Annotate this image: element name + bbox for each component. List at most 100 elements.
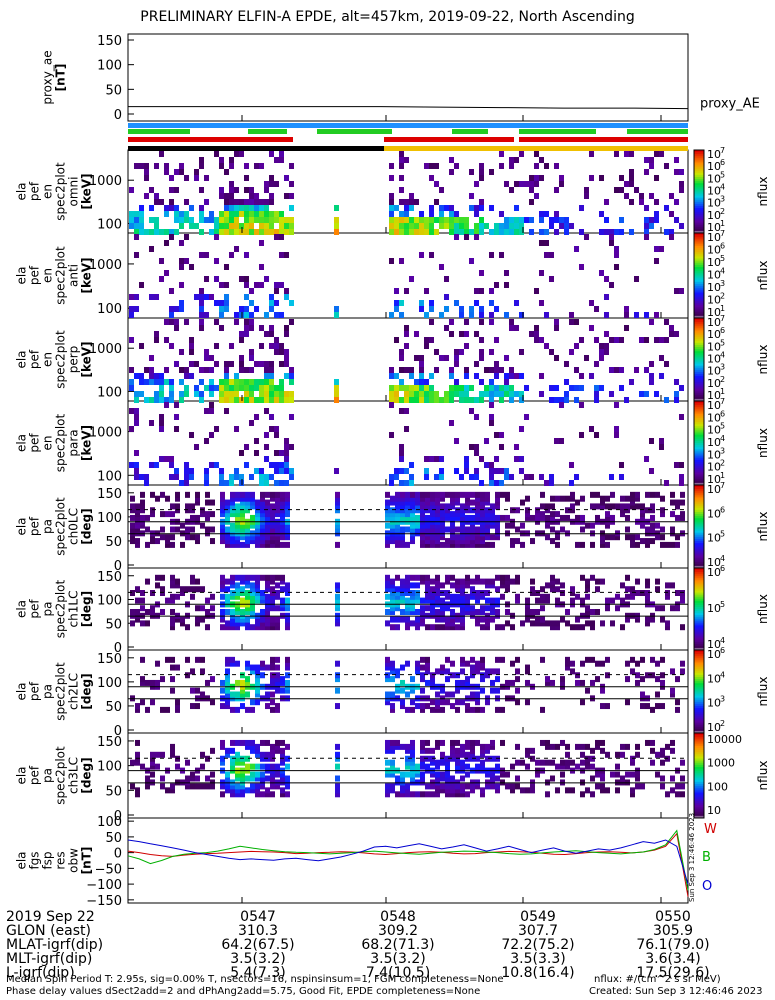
pitch-cell	[495, 687, 500, 694]
pitch-cell	[130, 495, 135, 502]
pitch-cell	[135, 616, 140, 623]
pitch-cell	[420, 763, 425, 770]
spectrogram-cell	[219, 211, 224, 217]
pitch-cell	[135, 586, 140, 593]
colorbar-tick-label: 10	[707, 424, 721, 437]
pitch-cell	[495, 597, 500, 604]
spectrogram-cell	[609, 337, 614, 343]
spectrogram-cell	[184, 211, 189, 217]
spectrogram-cell	[179, 379, 184, 385]
pitch-cell	[220, 593, 225, 600]
pitch-cell	[445, 620, 450, 627]
pitch-cell	[240, 620, 245, 627]
colorbar-tick-label: 10	[707, 340, 721, 353]
spectrogram-cell	[159, 229, 164, 235]
pitch-cell	[520, 499, 525, 506]
pitch-cell	[225, 747, 230, 754]
spectrogram-cell	[654, 258, 659, 264]
spectrogram-cell	[544, 480, 549, 486]
colorbar-swatch	[694, 461, 704, 465]
pitch-cell	[145, 706, 150, 713]
pitch-cell	[140, 699, 145, 706]
pitch-cells	[130, 739, 685, 798]
pitch-cell	[170, 582, 175, 589]
pitch-cell	[430, 522, 435, 529]
colorbar-label: nflux	[756, 345, 770, 375]
spectrogram-cell	[544, 240, 549, 246]
spectrogram-cell	[239, 199, 244, 205]
pitch-cell	[680, 597, 685, 604]
spectrogram-cell	[414, 355, 419, 361]
pitch-cell	[480, 499, 485, 506]
y-tick-label: 100	[97, 59, 122, 74]
spectrogram-cell	[509, 217, 514, 223]
spectrogram-cell	[144, 229, 149, 235]
spectrogram-cell	[494, 480, 499, 486]
colorbar-swatch	[694, 264, 704, 268]
spectrogram-cell	[204, 294, 209, 300]
pitch-cell	[450, 597, 455, 604]
pitch-cell	[635, 751, 640, 758]
pitch-cell	[170, 609, 175, 615]
pitch-cell	[595, 491, 600, 498]
spectrogram-cell	[424, 474, 429, 480]
pitch-cell	[655, 578, 660, 585]
pitch-cell	[185, 656, 190, 663]
pitch-cell	[415, 526, 420, 533]
spectrogram-cell	[279, 450, 284, 456]
spectrogram-cell	[174, 211, 179, 217]
pitch-cell	[440, 609, 445, 615]
spectrogram-cell	[464, 397, 469, 403]
y-axis-label: ela	[15, 517, 29, 535]
spectrogram-cell	[284, 438, 289, 444]
pitch-cell	[245, 538, 250, 545]
spectrogram-cell	[199, 306, 204, 312]
spectrogram-cell	[674, 397, 679, 403]
spectrogram-cell	[604, 217, 609, 223]
pitch-cell	[395, 534, 400, 541]
spectrogram-cell	[429, 397, 434, 403]
spectrogram-cell	[494, 391, 499, 397]
colorbar-swatch	[694, 415, 704, 419]
pitch-cell	[270, 586, 275, 593]
pitch-cell	[470, 664, 475, 671]
pitch-cell	[490, 609, 495, 615]
spectrogram-cell	[234, 312, 239, 318]
pitch-cell	[435, 691, 440, 698]
pitch-cell	[600, 495, 605, 502]
pitch-cell	[625, 771, 630, 778]
pitch-cell	[160, 526, 165, 533]
pitch-cell	[170, 511, 175, 518]
spectrogram-cell	[479, 199, 484, 205]
pitch-cell	[550, 620, 555, 627]
spectrogram-cell	[454, 349, 459, 355]
spectrogram-cell	[419, 223, 424, 229]
pitch-cell	[500, 706, 505, 713]
spectrogram-cell	[644, 157, 649, 163]
spectrogram-cell	[644, 205, 649, 211]
y-axis-label: spec2plot	[54, 579, 68, 638]
spectrogram-cell	[164, 211, 169, 217]
pitch-cell	[440, 605, 445, 612]
pitch-cell	[390, 743, 395, 750]
colorbar-swatch	[694, 374, 704, 377]
pitch-cell	[480, 590, 485, 596]
pitch-cell	[260, 755, 265, 762]
spectrogram-cell	[224, 361, 229, 367]
spectrogram-cell	[434, 474, 439, 480]
pitch-cell	[680, 783, 685, 790]
spectrogram-cell	[399, 456, 404, 462]
pitch-cell	[140, 507, 145, 514]
pitch-cell	[470, 691, 475, 698]
pitch-cell	[455, 616, 460, 623]
pitch-cell	[445, 763, 450, 770]
pitch-cell	[585, 620, 590, 627]
spectrogram-cell	[429, 175, 434, 181]
pitch-cell	[620, 503, 625, 510]
colorbar-tick-label: 10	[707, 448, 721, 461]
spectrogram-cell	[424, 391, 429, 397]
colorbar-swatch	[694, 668, 704, 672]
y-axis-label: [nT]	[80, 847, 94, 875]
pitch-cell	[675, 590, 680, 596]
pitch-cell	[470, 534, 475, 541]
